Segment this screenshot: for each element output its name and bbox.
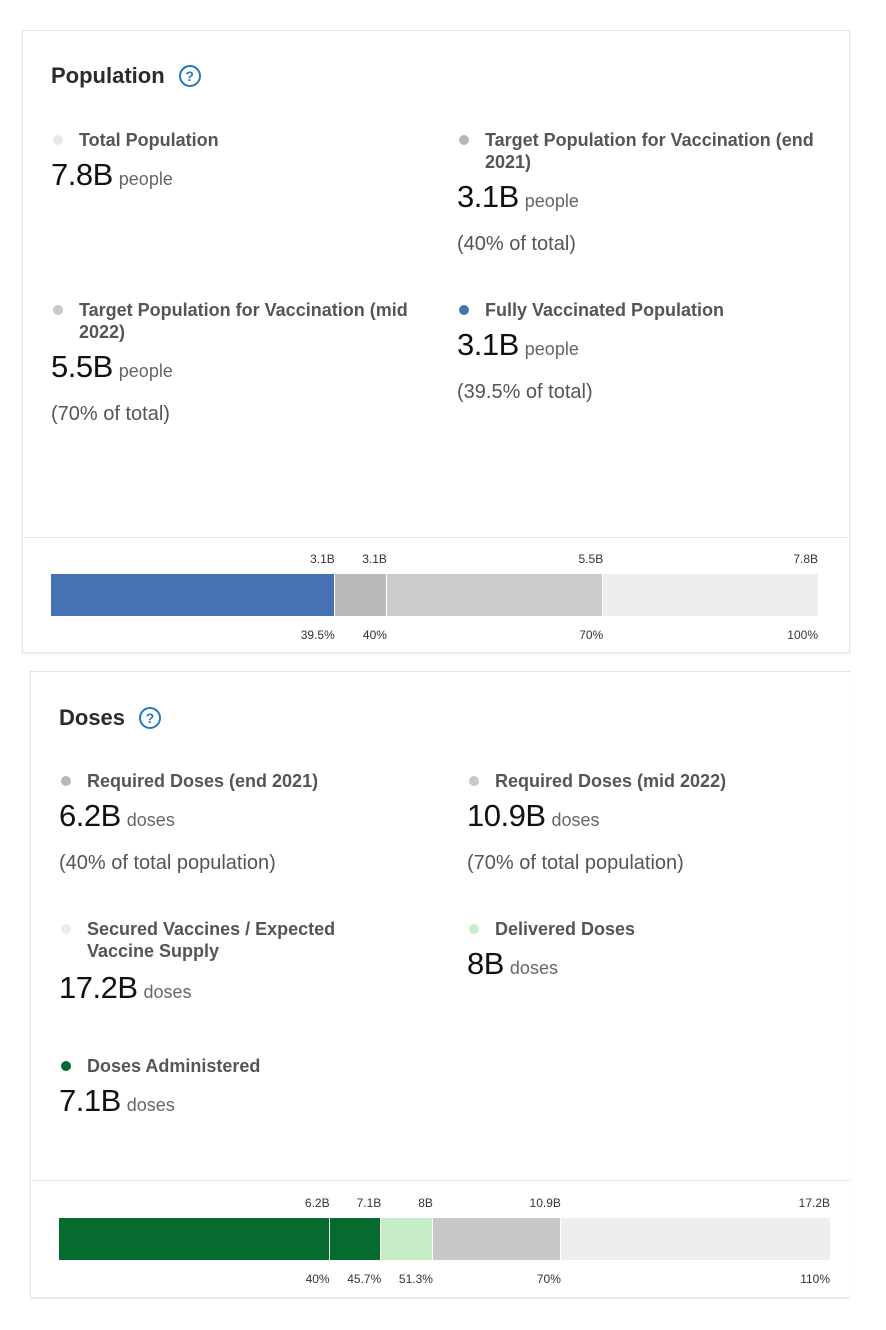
metric-unit: doses [126,810,175,830]
bar-segment-delivered-doses [381,1218,433,1260]
bar-label-total-population: 7.8B [793,552,818,566]
legend-dot-icon [459,305,469,315]
doses-title-row: Doses ? [59,705,162,731]
metric-target-end-2021: Target Population for Vaccination (end 2… [457,129,817,256]
metric-unit: people [118,169,173,189]
metric-label: Doses Administered [87,1056,261,1076]
metric-doses-administered: Doses Administered 7.1B doses [59,1055,419,1119]
metric-target-mid-2022: Target Population for Vaccination (mid 2… [51,299,411,426]
metric-percent: (40% of total) [457,233,576,255]
bar-label-required-mid-2022: 10.9B [529,1196,561,1210]
metric-required-end-2021: Required Doses (end 2021) 6.2B doses (40%… [59,770,419,875]
legend-dot-icon [469,924,479,934]
doses-bar-bottom-labels: 40% 45.7% 51.3% 70% 110% [59,1272,830,1288]
bar-label-target-mid-2022: 5.5B [578,552,604,566]
bar-label-required-end-2021: 6.2B [304,1196,330,1210]
metric-percent: (70% of total) [51,403,170,425]
metric-label: Required Doses (end 2021) [87,771,319,791]
metric-label: Target Population for Vaccination (end 2… [485,130,814,172]
legend-dot-icon [459,135,469,145]
bar-label-required-mid-2022: 70% [536,1272,561,1286]
legend-dot-icon [53,135,63,145]
legend-dot-icon [53,305,63,315]
bar-segment-required-end-2021 [59,1218,330,1260]
bar-label-secured-vaccines: 110% [800,1272,830,1286]
bar-label-delivered-doses: 51.3% [398,1272,433,1286]
bar-label-required-end-2021: 40% [305,1272,330,1286]
population-bar-top-labels: 3.1B 3.1B 5.5B 7.8B [51,552,818,568]
bar-segment-fully-vaccinated [51,574,335,616]
metric-unit: doses [126,1095,175,1115]
doses-progress-bar [59,1218,830,1260]
metric-unit: doses [551,810,600,830]
population-card: Population ? Total Population 7.8B people… [22,30,850,653]
bar-segment-target-end-2021 [334,574,387,616]
metric-label: Delivered Doses [495,919,636,939]
legend-dot-icon [61,924,71,934]
metric-value: 7.1B [59,1083,121,1118]
metric-value: 6.2B [59,798,121,833]
metric-unit: people [118,361,173,381]
divider [23,537,849,538]
doses-bar-top-labels: 6.2B 7.1B 8B 10.9B 17.2B [59,1196,830,1212]
legend-dot-icon [61,1061,71,1071]
metric-unit: people [524,339,579,359]
legend-dot-icon [469,776,479,786]
bar-segment-doses-administered [329,1218,382,1260]
population-progress-bar [51,574,818,616]
doses-title: Doses [59,705,126,730]
metric-value: 17.2B [59,970,138,1005]
divider [31,1180,850,1181]
bar-label-doses-administered: 7.1B [356,1196,382,1210]
metric-label: Total Population [79,130,219,150]
metric-value: 10.9B [467,798,546,833]
metric-percent: (39.5% of total) [457,381,593,403]
metric-value: 8B [467,946,504,981]
bar-segment-secured-vaccines [560,1218,830,1260]
metric-label: Secured Vaccines / Expected Vaccine Supp… [87,919,336,961]
question-circle-icon[interactable]: ? [139,707,162,729]
metric-secured-vaccines: Secured Vaccines / Expected Vaccine Supp… [59,918,379,1006]
metric-value: 7.8B [51,157,113,192]
bar-segment-total-population [603,574,818,616]
metric-label: Fully Vaccinated Population [485,300,725,320]
bar-label-target-end-2021: 40% [362,628,387,642]
doses-card: Doses ? Required Doses (end 2021) 6.2B do… [30,671,850,1298]
bar-label-fully-vaccinated: 39.5% [300,628,335,642]
bar-label-fully-vaccinated: 3.1B [310,552,335,566]
population-bar-bottom-labels: 39.5% 40% 70% 100% [51,628,818,644]
metric-value: 3.1B [457,179,519,214]
bar-segment-required-mid-2022 [432,1218,561,1260]
metric-total-population: Total Population 7.8B people [51,129,411,193]
bar-label-total-population: 100% [787,628,818,642]
question-circle-icon[interactable]: ? [178,65,201,87]
metric-value: 5.5B [51,349,113,384]
population-title-row: Population ? [51,63,201,89]
metric-fully-vaccinated: Fully Vaccinated Population 3.1B people (… [457,299,817,404]
metric-unit: doses [143,982,192,1002]
bar-label-target-mid-2022: 70% [579,628,604,642]
metric-percent: (40% of total population) [59,852,276,874]
bar-segment-target-mid-2022 [386,574,604,616]
legend-dot-icon [61,776,71,786]
bar-label-doses-administered: 45.7% [347,1272,382,1286]
metric-delivered-doses: Delivered Doses 8B doses [467,918,827,982]
bar-label-secured-vaccines: 17.2B [798,1196,830,1210]
bar-label-delivered-doses: 8B [418,1196,433,1210]
metric-label: Required Doses (mid 2022) [495,771,727,791]
population-title: Population [51,63,165,88]
metric-value: 3.1B [457,327,519,362]
metric-unit: doses [509,958,558,978]
bar-label-target-end-2021: 3.1B [362,552,387,566]
metric-percent: (70% of total population) [467,852,684,874]
metric-required-mid-2022: Required Doses (mid 2022) 10.9B doses (70… [467,770,827,875]
metric-label: Target Population for Vaccination (mid 2… [79,300,408,342]
metric-unit: people [524,191,579,211]
